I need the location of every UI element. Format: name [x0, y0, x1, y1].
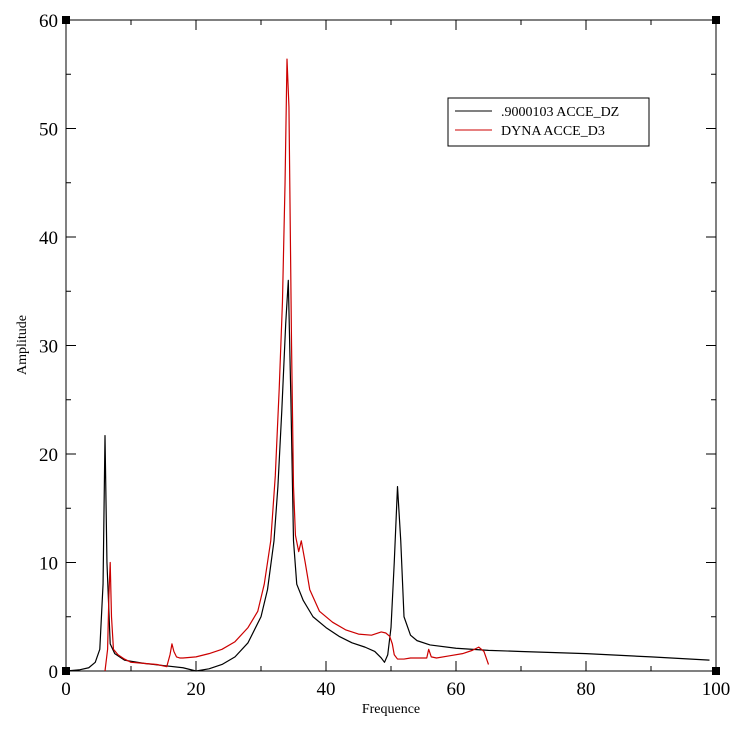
y-tick-label: 20 — [39, 445, 58, 466]
series-line-0 — [65, 279, 710, 672]
x-tick-label: 20 — [187, 679, 206, 700]
x-tick-label: 60 — [447, 679, 466, 700]
corner-handle-bottom-left — [62, 667, 70, 675]
legend-label-1: DYNA ACCE_D3 — [501, 124, 605, 139]
y-tick-label: 50 — [39, 120, 58, 141]
y-tick-label: 60 — [39, 11, 58, 32]
corner-handle-bottom-right — [712, 667, 720, 675]
legend: .9000103 ACCE_DZ DYNA ACCE_D3 — [447, 97, 650, 147]
x-tick-label: 100 — [702, 679, 731, 700]
y-tick-label: 10 — [39, 554, 58, 575]
x-tick-label: 0 — [61, 679, 71, 700]
corner-handle-top-right — [712, 16, 720, 24]
series-line-1 — [104, 58, 490, 672]
x-tick-label: 40 — [317, 679, 336, 700]
legend-box — [447, 97, 650, 147]
y-tick-label: 40 — [39, 228, 58, 249]
y-axis-title: Amplitude — [15, 315, 30, 375]
corner-handle-top-left — [62, 16, 70, 24]
x-tick-label: 80 — [577, 679, 596, 700]
legend-label-0: .9000103 ACCE_DZ — [501, 105, 619, 120]
y-tick-label: 0 — [49, 662, 59, 683]
x-axis-title: Frequence — [362, 702, 420, 717]
tick-labels: 0 20 40 60 80 100 0 10 20 30 40 50 60 — [39, 11, 730, 700]
series-layer — [65, 58, 710, 672]
y-tick-label: 30 — [39, 337, 58, 358]
